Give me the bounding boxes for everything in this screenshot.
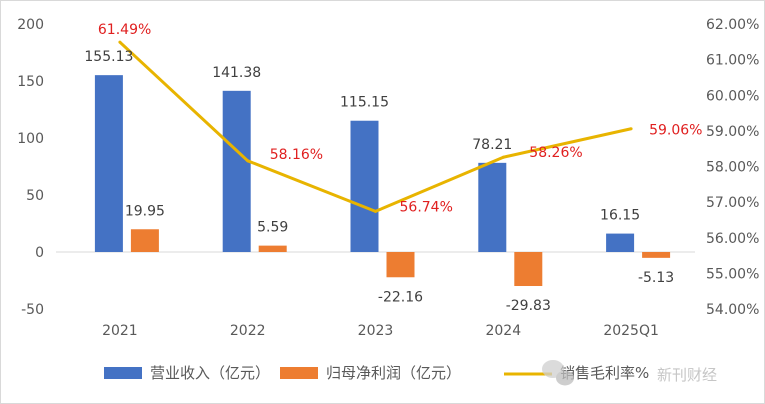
margin-line-point	[246, 159, 250, 163]
axes: 200150100500-5062.00%61.00%60.00%59.00%5…	[17, 17, 759, 339]
left-axis-tick-label: 150	[17, 74, 44, 90]
margin-line-point	[374, 209, 377, 213]
wechat-bubble-small	[556, 370, 574, 386]
right-axis-tick-label: 56.00%	[706, 231, 759, 247]
revenue-bar	[478, 162, 507, 252]
margin-line-point	[118, 40, 122, 44]
margin-data-label: 58.26%	[529, 145, 582, 161]
net-profit-data-label: -5.13	[638, 270, 674, 286]
margin-line-point	[629, 127, 633, 131]
data-labels: 155.13 141.38 115.15 78.21 16.15 19.95 5.59 -22…	[84, 22, 702, 314]
revenue-bar	[94, 75, 123, 253]
right-axis-tick-label: 58.00%	[706, 160, 759, 176]
watermark-text: 新刊财经	[657, 366, 717, 384]
x-axis-tick-label: 2022	[230, 323, 266, 339]
right-axis-tick-label: 59.00%	[706, 124, 759, 140]
x-axis-tick-label: 2024	[485, 323, 521, 339]
revenue-bar	[350, 120, 379, 252]
net-profit-bar	[130, 229, 159, 252]
revenue-data-label: 78.21	[472, 137, 512, 153]
legend-swatch-revenue	[104, 367, 142, 379]
x-axis-tick-label: 2021	[102, 323, 138, 339]
right-axis-tick-label: 60.00%	[706, 88, 759, 104]
wechat-icon	[542, 360, 574, 386]
margin-data-label: 61.49%	[98, 22, 151, 38]
legend: 营业收入（亿元） 归母净利润（亿元） 销售毛利率%	[104, 364, 649, 382]
legend-label-margin: 销售毛利率%	[560, 364, 649, 382]
revenue-bar	[222, 90, 251, 252]
margin-data-label: 56.74%	[400, 199, 453, 215]
net-profit-data-label: -29.83	[506, 298, 551, 314]
x-axis-tick-label: 2023	[358, 323, 394, 339]
net-profit-data-label: 19.95	[125, 203, 165, 219]
net-profit-bar	[258, 245, 287, 252]
bars	[94, 75, 671, 287]
revenue-data-label: 155.13	[84, 49, 133, 65]
net-profit-data-label: 5.59	[257, 220, 288, 236]
right-axis-tick-label: 57.00%	[706, 195, 759, 211]
right-axis-tick-label: 54.00%	[706, 302, 759, 318]
net-profit-bar	[386, 252, 415, 278]
right-axis-tick-label: 55.00%	[706, 266, 759, 282]
margin-data-label: 59.06%	[649, 123, 702, 139]
revenue-data-label: 16.15	[600, 208, 640, 224]
legend-label-net-profit: 归母净利润（亿元）	[326, 364, 461, 382]
left-axis-tick-label: 0	[35, 245, 44, 261]
left-axis-tick-label: -50	[21, 302, 44, 318]
margin-line	[118, 40, 633, 213]
right-axis-tick-label: 61.00%	[706, 53, 759, 69]
revenue-data-label: 115.15	[340, 95, 389, 111]
legend-swatch-net-profit	[280, 367, 318, 379]
x-axis-tick-label: 2025Q1	[603, 323, 659, 339]
watermark: 新刊财经	[542, 360, 717, 386]
revenue-data-label: 141.38	[212, 65, 261, 81]
margin-data-label: 58.16%	[270, 147, 323, 163]
net-profit-bar	[514, 252, 543, 287]
right-axis-tick-label: 62.00%	[706, 17, 759, 33]
margin-line-point	[501, 155, 505, 159]
legend-label-revenue: 营业收入（亿元）	[150, 364, 270, 382]
left-axis-tick-label: 200	[17, 17, 44, 33]
left-axis-tick-label: 50	[26, 188, 44, 204]
net-profit-data-label: -22.16	[378, 289, 423, 305]
revenue-bar	[606, 233, 635, 252]
net-profit-bar	[642, 252, 671, 258]
left-axis-tick-label: 100	[17, 131, 44, 147]
